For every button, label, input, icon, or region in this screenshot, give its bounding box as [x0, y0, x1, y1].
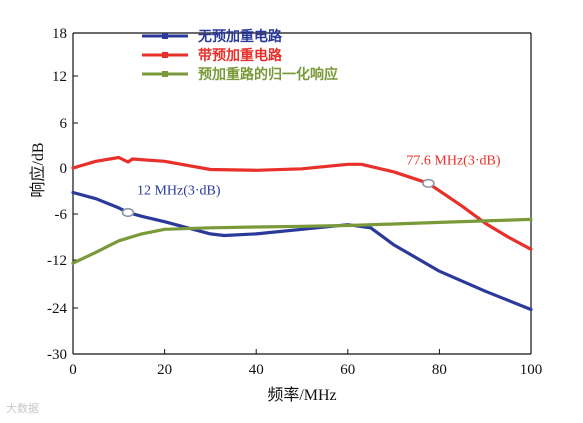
legend-swatch-marker: [162, 52, 168, 58]
y-tick-label: 6: [60, 116, 68, 132]
legend-swatch-marker: [162, 71, 168, 77]
y-tick-label: -24: [47, 301, 67, 317]
legend-entry: 无预加重电路: [197, 28, 283, 45]
x-tick-label: 60: [340, 362, 355, 378]
series-layer: [71, 155, 533, 312]
x-tick-label: 100: [520, 362, 543, 378]
x-axis-title: 频率/MHz: [267, 386, 336, 404]
y-tick-label: -30: [47, 347, 67, 363]
legend-swatch-marker: [162, 33, 168, 39]
series-line-2: [71, 155, 533, 251]
annotation-marker: [422, 178, 435, 188]
annotation-label: 12 MHz(3·dB): [137, 183, 221, 198]
annotation-layer: 12 MHz(3·dB) 77.6 MHz(3·dB): [121, 153, 501, 218]
annotation-label: 77.6 MHz(3·dB): [406, 153, 500, 168]
y-tick-label: -6: [55, 207, 68, 223]
series-line-3: [71, 217, 533, 265]
series-line-1: [71, 190, 533, 312]
y-axis-title: 响应/dB: [28, 142, 47, 197]
x-tick-label: 20: [157, 362, 172, 378]
legend-entry: 带预加重电路: [198, 47, 283, 64]
watermark: 大数据: [6, 402, 39, 415]
legend-entry: 预加重路的归一化响应: [198, 66, 338, 83]
y-tick-label: -12: [47, 253, 67, 269]
y-tick-label: 0: [60, 161, 68, 177]
y-tick-label: 18: [52, 26, 67, 42]
annotation-marker: [121, 207, 135, 218]
x-tick-label: 80: [432, 362, 447, 378]
x-tick-label: 0: [69, 362, 77, 378]
x-tick-label: 40: [249, 362, 264, 378]
y-tick-label: 12: [52, 69, 67, 85]
